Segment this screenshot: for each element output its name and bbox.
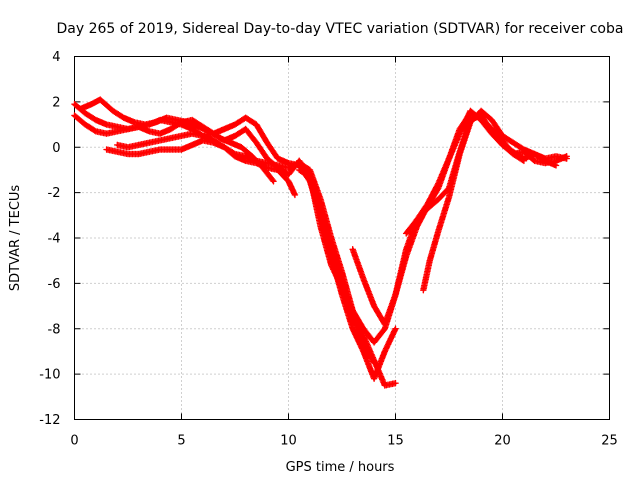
y-tick-label: 0 <box>52 141 60 156</box>
y-tick-label: -12 <box>39 413 60 428</box>
ticks-layer: 0 5 10 15 20 25 -12 -10 -8 -6 -4 -2 0 2 4 <box>39 50 618 449</box>
x-tick-label: 25 <box>601 434 618 449</box>
y-tick-label: 2 <box>52 95 60 110</box>
series-prn-i <box>402 112 570 237</box>
y-tick-label: -6 <box>48 277 61 292</box>
x-axis-label: GPS time / hours <box>286 460 395 475</box>
x-tick-label: 0 <box>70 434 78 449</box>
grid-layer <box>74 56 610 420</box>
y-tick-label: -4 <box>48 232 61 247</box>
chart-title: Day 265 of 2019, Sidereal Day-to-day VTE… <box>57 21 624 37</box>
series-layer <box>71 96 570 389</box>
y-tick-label: 4 <box>52 50 60 65</box>
x-tick-label: 10 <box>280 434 297 449</box>
y-tick-label: -8 <box>48 322 61 337</box>
y-tick-label: -2 <box>48 186 61 201</box>
y-axis-label: SDTVAR / TECUs <box>8 185 23 292</box>
x-tick-label: 20 <box>494 434 511 449</box>
series-prn-g <box>349 107 560 328</box>
x-tick-label: 15 <box>387 434 404 449</box>
y-tick-label: -10 <box>39 368 60 383</box>
x-tick-label: 5 <box>177 434 185 449</box>
series-prn-c <box>77 96 277 185</box>
